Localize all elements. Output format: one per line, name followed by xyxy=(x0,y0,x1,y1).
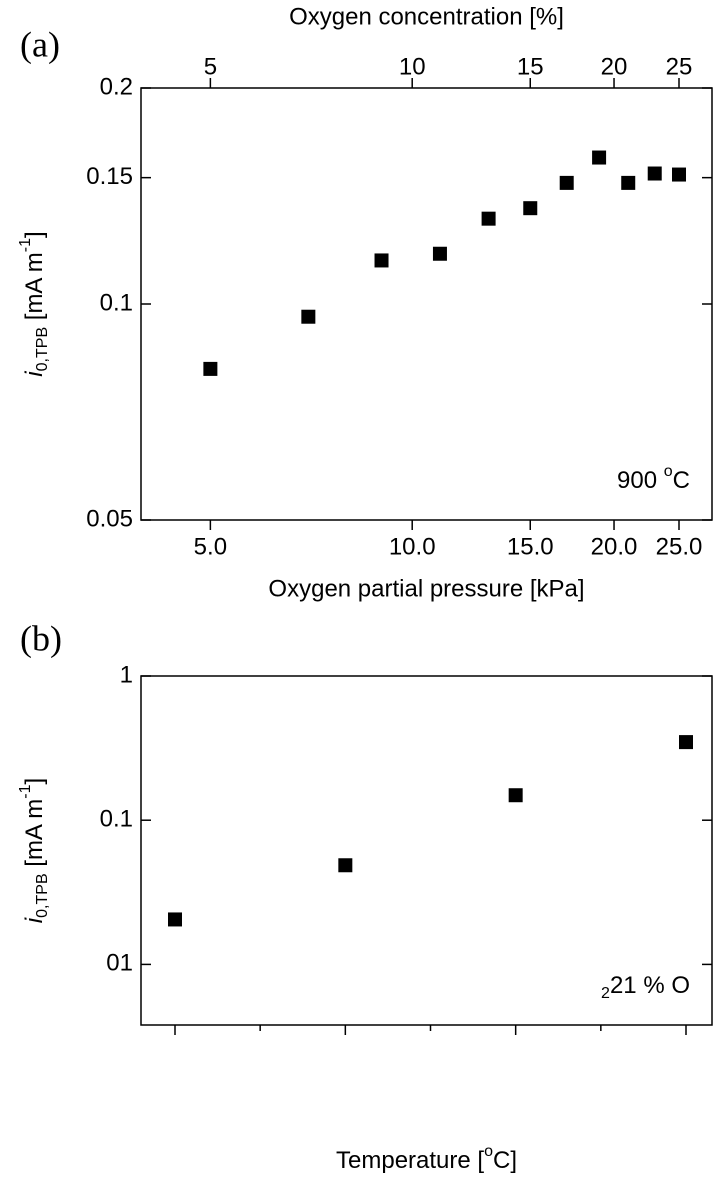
y-tick-label: 1 xyxy=(120,661,133,688)
label-part: Temperature [ xyxy=(336,1147,484,1174)
label-part: i xyxy=(21,371,48,377)
marker xyxy=(481,211,496,226)
marker xyxy=(168,912,182,927)
label-part: -1 xyxy=(17,784,34,798)
label-part: -1 xyxy=(17,238,34,252)
label-part: i xyxy=(21,917,48,923)
label-part: 2 xyxy=(601,985,610,1002)
x-tick-label: 15.0 xyxy=(507,533,554,560)
label-part: 21 % O xyxy=(610,972,690,999)
marker xyxy=(592,150,607,165)
x2-tick-label: 15 xyxy=(517,53,544,80)
marker xyxy=(679,735,693,750)
x-axis-label: Temperature [oC] xyxy=(336,1143,517,1174)
marker xyxy=(432,246,447,261)
chart-panel: (a) 0.05 0.1 0.15 0.2 i0,TPB [mA m-1] Oxygen p… xyxy=(17,3,713,602)
y-tick-label: 0.1 xyxy=(100,806,133,833)
plot-frame xyxy=(140,87,713,521)
y-tick-label: 01 xyxy=(106,950,133,977)
label-part: 0,TPB xyxy=(34,327,51,371)
x2-tick-label: 10 xyxy=(399,53,426,80)
x-tick-label: 25.0 xyxy=(656,533,703,560)
label-part: o xyxy=(664,463,673,480)
y-tick-label: 0.05 xyxy=(86,505,133,532)
y-tick-label: 0.1 xyxy=(100,289,133,316)
label-part: [mA m xyxy=(21,799,48,874)
panel-label: (b) xyxy=(20,618,62,658)
marker xyxy=(523,201,538,216)
x2-tick-label: 20 xyxy=(601,53,628,80)
chart-panel: (b) 1 0.1 01 i0,TPB [mA m-1] Temperature [oC]… xyxy=(17,618,713,1174)
marker xyxy=(301,309,316,324)
x-tick-label: 20.0 xyxy=(591,533,638,560)
y-tick-label: 0.2 xyxy=(100,73,133,100)
y-axis-label: i0,TPB [mA m-1] xyxy=(17,778,51,923)
x2-axis-label: Oxygen concentration [%] xyxy=(289,3,564,30)
x2-tick-label: 5 xyxy=(204,53,217,80)
marker xyxy=(203,361,218,376)
x-axis-label: Oxygen partial pressure [kPa] xyxy=(268,575,584,602)
label-part: ] xyxy=(21,778,48,785)
marker xyxy=(647,166,662,181)
label-part: [mA m xyxy=(21,252,48,327)
marker xyxy=(672,167,687,182)
marker xyxy=(559,175,574,190)
marker xyxy=(338,858,353,873)
x2-tick-label: 25 xyxy=(666,53,693,80)
label-part: C] xyxy=(493,1147,517,1174)
x-tick-label: 10.0 xyxy=(389,533,436,560)
y-tick-label: 0.15 xyxy=(86,163,133,190)
y-axis-label: i0,TPB [mA m-1] xyxy=(17,231,51,376)
label-part: ] xyxy=(21,231,48,238)
annotation: 221 % O xyxy=(601,972,690,1002)
marker xyxy=(621,175,636,190)
label-part: 0,TPB xyxy=(34,873,51,917)
plot-frame xyxy=(140,675,713,1026)
label-part: C xyxy=(673,467,690,494)
marker xyxy=(508,788,523,803)
x-tick-label: 5.0 xyxy=(194,533,227,560)
marker xyxy=(374,253,389,268)
panel-label: (a) xyxy=(20,24,60,64)
annotation: 900 oC xyxy=(617,463,690,494)
label-part: 900 xyxy=(617,467,664,494)
label-part: o xyxy=(484,1143,493,1160)
